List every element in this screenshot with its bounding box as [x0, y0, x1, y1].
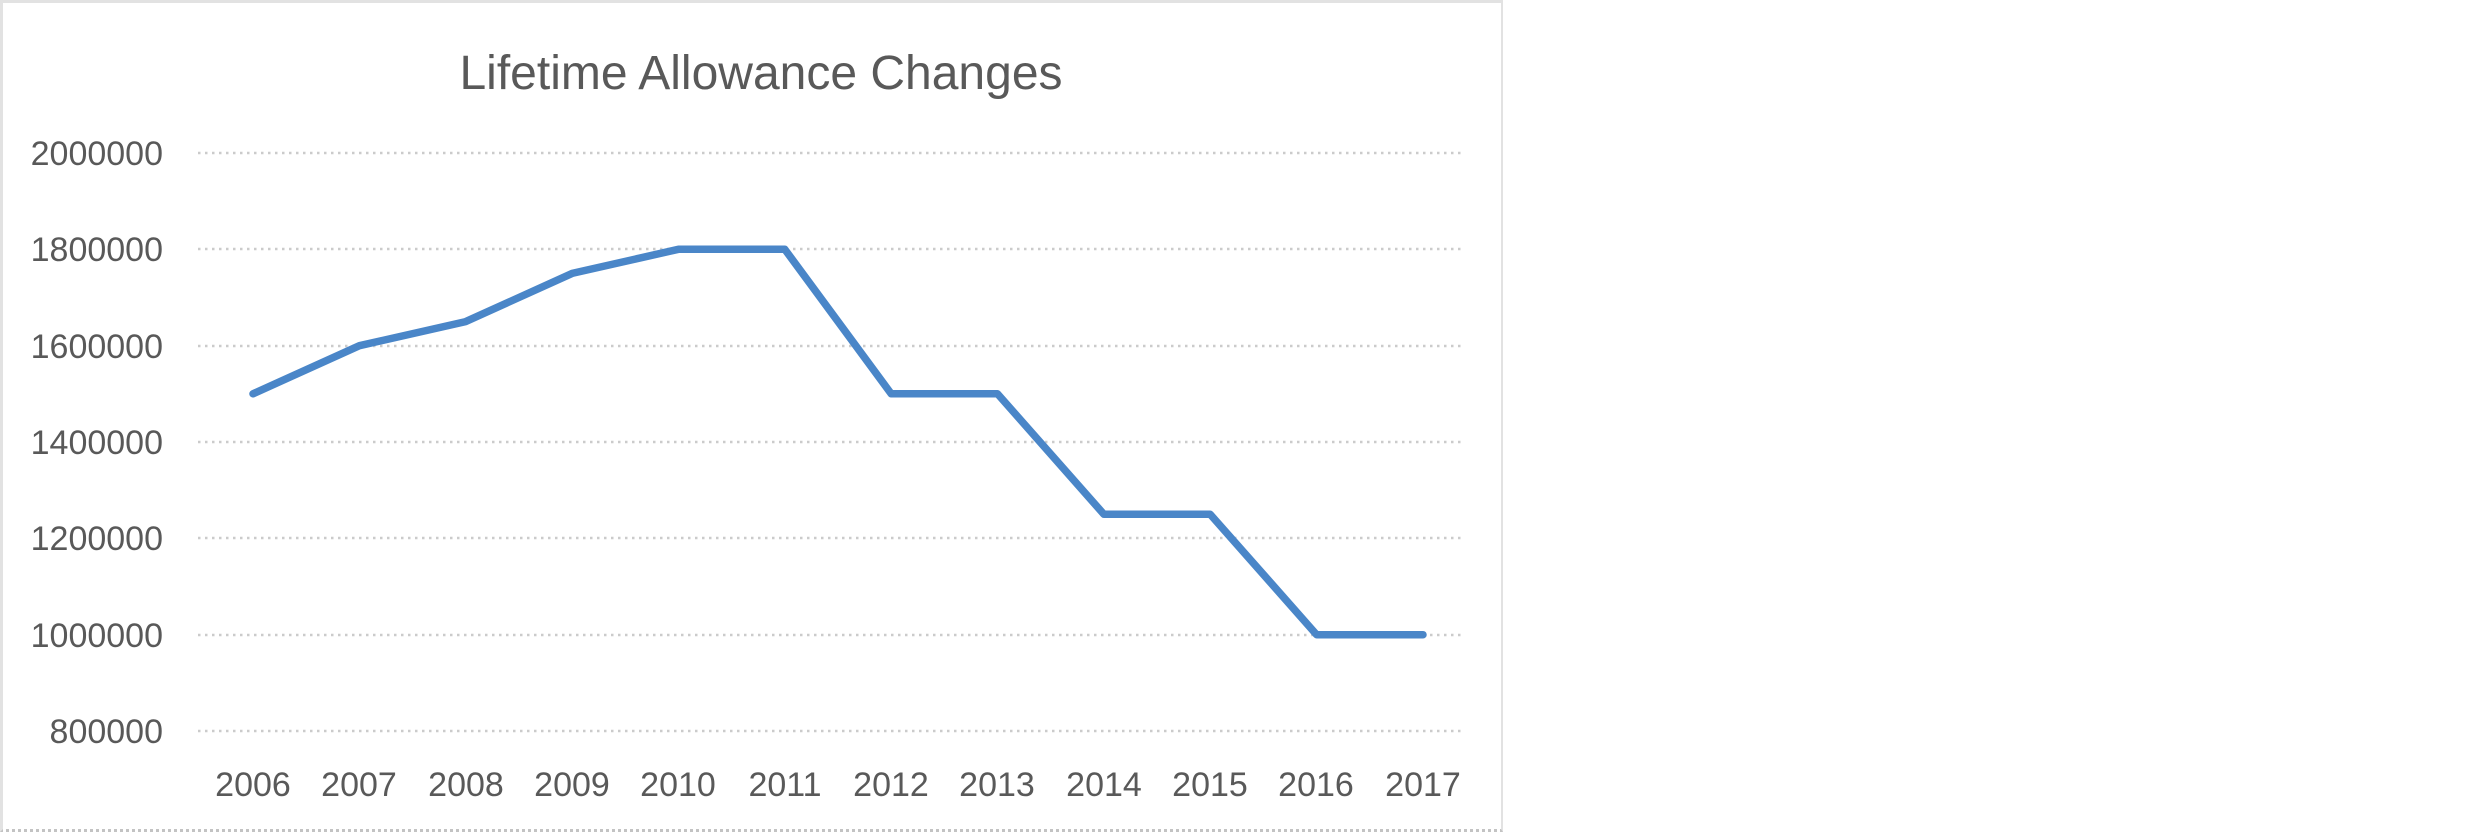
x-tick-label: 2013	[959, 766, 1035, 804]
series-line	[249, 245, 1427, 639]
x-tick-label: 2011	[748, 766, 821, 804]
y-axis-labels: 2000000 1800000 1600000 1400000 1200000 …	[31, 135, 163, 751]
chart-title: Lifetime Allowance Changes	[459, 47, 1062, 100]
x-tick-label: 2012	[853, 766, 929, 804]
y-tick-label: 2000000	[31, 135, 163, 173]
x-tick-label: 2016	[1278, 766, 1354, 804]
y-tick-label: 1400000	[31, 424, 163, 462]
y-tick-label: 1600000	[31, 328, 163, 366]
chart-container: 2000000 1800000 1600000 1400000 1200000 …	[0, 0, 1503, 832]
x-tick-label: 2006	[215, 766, 291, 804]
x-tick-label: 2010	[640, 766, 716, 804]
x-tick-label: 2008	[428, 766, 504, 804]
y-tick-label: 800000	[50, 713, 163, 751]
y-tick-label: 1200000	[31, 520, 163, 558]
y-tick-label: 1800000	[31, 231, 163, 269]
gridlines	[198, 151, 1463, 733]
x-tick-label: 2009	[534, 766, 610, 804]
x-tick-label: 2007	[321, 766, 397, 804]
x-axis-labels: 2006 2007 2008 2009 2010 2011 2012 2013 …	[215, 766, 1461, 804]
x-tick-label: 2017	[1385, 766, 1461, 804]
x-tick-label: 2014	[1066, 766, 1142, 804]
line-chart: 2000000 1800000 1600000 1400000 1200000 …	[31, 47, 1463, 804]
y-tick-label: 1000000	[31, 617, 163, 655]
x-tick-label: 2015	[1172, 766, 1248, 804]
